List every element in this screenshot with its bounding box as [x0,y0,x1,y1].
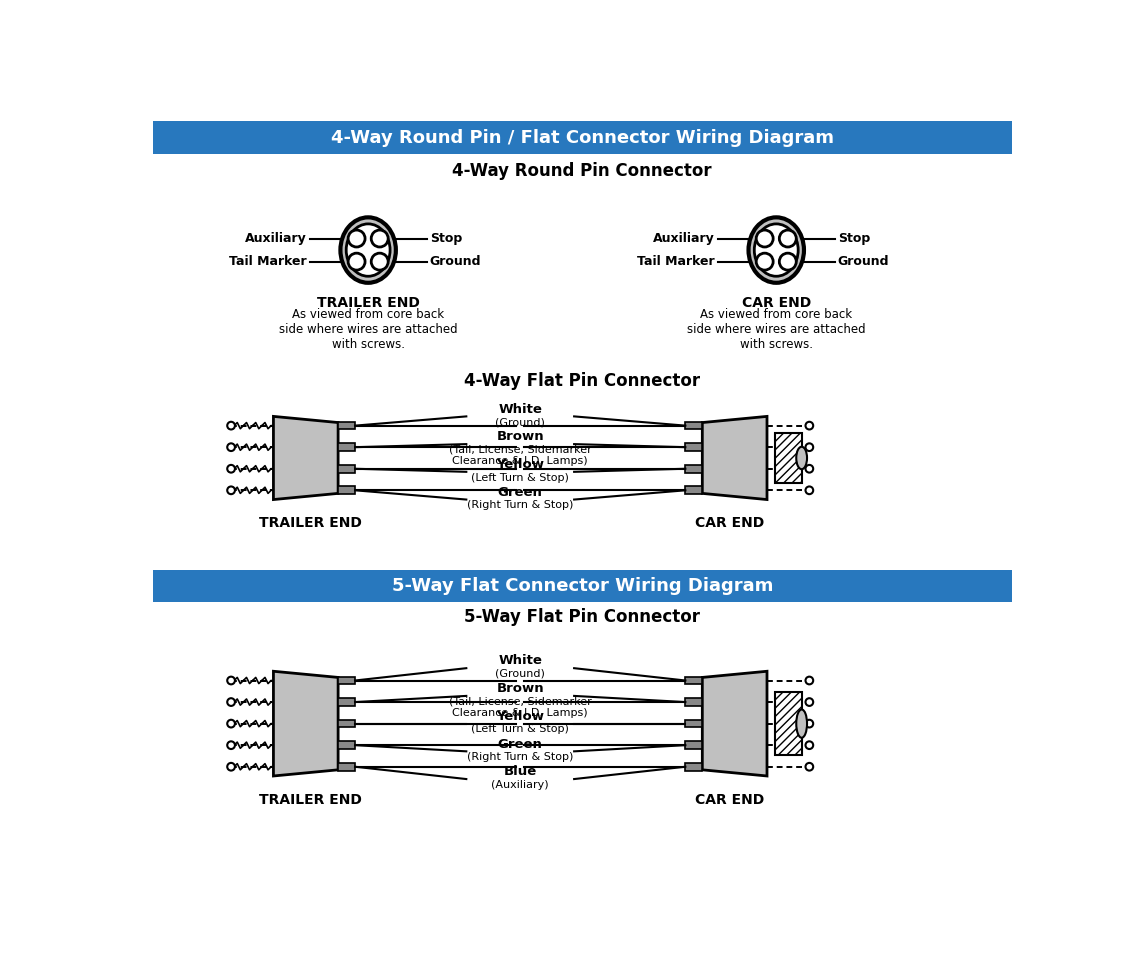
Text: Tail Marker: Tail Marker [637,255,715,268]
Bar [339,422,356,430]
Text: Auxiliary: Auxiliary [244,232,307,245]
Text: Stop: Stop [838,232,870,245]
Bar [685,422,702,430]
Bar [775,433,802,483]
Bar [339,465,356,473]
Circle shape [348,253,365,270]
Circle shape [757,253,774,270]
Text: Brown: Brown [496,431,544,443]
Text: (Ground): (Ground) [495,669,545,679]
Ellipse shape [749,217,804,283]
Circle shape [805,699,813,706]
Bar [152,121,1012,154]
Text: Tail Marker: Tail Marker [229,255,307,268]
Bar [685,720,702,727]
Circle shape [227,741,235,749]
Polygon shape [702,672,767,776]
Bar [685,465,702,473]
Text: Brown: Brown [496,682,544,695]
Text: Ground: Ground [838,255,889,268]
Ellipse shape [754,224,799,276]
Text: 4-Way Round Pin / Flat Connector Wiring Diagram: 4-Way Round Pin / Flat Connector Wiring … [331,129,834,147]
Bar [685,486,702,494]
Circle shape [227,422,235,430]
Circle shape [227,486,235,494]
Circle shape [757,230,774,247]
Text: Green: Green [498,485,543,499]
Bar [339,763,356,771]
Circle shape [227,677,235,684]
Circle shape [805,443,813,451]
Ellipse shape [796,709,807,738]
Text: Yellow: Yellow [496,710,544,723]
Bar [152,570,1012,602]
Polygon shape [274,672,339,776]
Circle shape [805,677,813,684]
Ellipse shape [341,217,395,283]
Text: White: White [499,654,542,667]
Text: Yellow: Yellow [496,458,544,471]
Text: 5-Way Flat Connector Wiring Diagram: 5-Way Flat Connector Wiring Diagram [392,577,772,595]
Circle shape [805,486,813,494]
Circle shape [348,230,365,247]
Text: 4-Way Flat Pin Connector: 4-Way Flat Pin Connector [465,372,700,390]
Text: White: White [499,403,542,415]
Text: (Auxiliary): (Auxiliary) [492,779,549,790]
Bar [339,443,356,451]
Text: CAR END: CAR END [695,516,765,530]
Ellipse shape [796,447,807,469]
Circle shape [805,741,813,749]
Text: CAR END: CAR END [695,793,765,807]
Bar [685,443,702,451]
Circle shape [779,253,796,270]
Text: TRAILER END: TRAILER END [259,516,362,530]
Text: Ground: Ground [429,255,482,268]
Ellipse shape [346,224,390,276]
Circle shape [227,763,235,771]
Text: Stop: Stop [429,232,462,245]
Bar [339,699,356,706]
Bar [339,741,356,749]
Circle shape [371,230,389,247]
Text: 5-Way Flat Pin Connector: 5-Way Flat Pin Connector [465,608,700,627]
Circle shape [805,763,813,771]
Bar [685,763,702,771]
Text: (Right Turn & Stop): (Right Turn & Stop) [467,752,574,762]
Text: (Tail, License, Sidemarker
Clearance & I.D. Lamps): (Tail, License, Sidemarker Clearance & I… [449,697,592,718]
Circle shape [805,720,813,727]
Circle shape [779,230,796,247]
Bar [685,699,702,706]
Bar [775,692,802,755]
Text: (Left Turn & Stop): (Left Turn & Stop) [471,473,569,482]
Circle shape [805,422,813,430]
Text: (Ground): (Ground) [495,417,545,427]
Circle shape [227,699,235,706]
Text: TRAILER END: TRAILER END [259,793,362,807]
Circle shape [805,465,813,473]
Bar [685,677,702,684]
Text: (Right Turn & Stop): (Right Turn & Stop) [467,501,574,510]
Text: (Left Turn & Stop): (Left Turn & Stop) [471,725,569,734]
Text: Green: Green [498,738,543,751]
Bar [339,486,356,494]
Text: Blue: Blue [503,765,537,778]
Bar [685,741,702,749]
Text: TRAILER END: TRAILER END [317,296,419,310]
Circle shape [371,253,389,270]
Text: CAR END: CAR END [742,296,811,310]
Circle shape [227,443,235,451]
Text: 4-Way Round Pin Connector: 4-Way Round Pin Connector [452,161,712,180]
Text: (Tail, License, Sidemarker
Clearance & I.D. Lamps): (Tail, License, Sidemarker Clearance & I… [449,445,592,466]
Circle shape [227,465,235,473]
Bar [339,677,356,684]
Text: Auxiliary: Auxiliary [653,232,715,245]
Text: As viewed from core back
side where wires are attached
with screws.: As viewed from core back side where wire… [278,308,458,351]
Bar [339,720,356,727]
Polygon shape [702,416,767,500]
Circle shape [227,720,235,727]
Polygon shape [274,416,339,500]
Text: As viewed from core back
side where wires are attached
with screws.: As viewed from core back side where wire… [687,308,866,351]
